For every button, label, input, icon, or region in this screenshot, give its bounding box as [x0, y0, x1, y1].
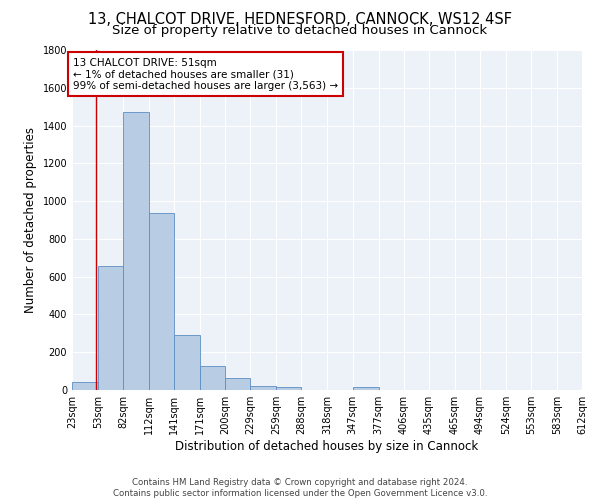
Bar [353, 388, 379, 390]
Bar [200, 366, 225, 390]
Text: 13, CHALCOT DRIVE, HEDNESFORD, CANNOCK, WS12 4SF: 13, CHALCOT DRIVE, HEDNESFORD, CANNOCK, … [88, 12, 512, 28]
Bar [149, 214, 174, 390]
Bar [123, 112, 149, 390]
Text: Contains HM Land Registry data © Crown copyright and database right 2024.
Contai: Contains HM Land Registry data © Crown c… [113, 478, 487, 498]
Bar [225, 378, 250, 390]
Bar [250, 386, 277, 390]
Y-axis label: Number of detached properties: Number of detached properties [24, 127, 37, 313]
Bar [174, 335, 200, 390]
Bar [277, 387, 301, 390]
Text: 13 CHALCOT DRIVE: 51sqm
← 1% of detached houses are smaller (31)
99% of semi-det: 13 CHALCOT DRIVE: 51sqm ← 1% of detached… [73, 58, 338, 91]
Bar [72, 382, 98, 390]
Bar [98, 266, 123, 390]
X-axis label: Distribution of detached houses by size in Cannock: Distribution of detached houses by size … [175, 440, 479, 453]
Text: Size of property relative to detached houses in Cannock: Size of property relative to detached ho… [112, 24, 488, 37]
